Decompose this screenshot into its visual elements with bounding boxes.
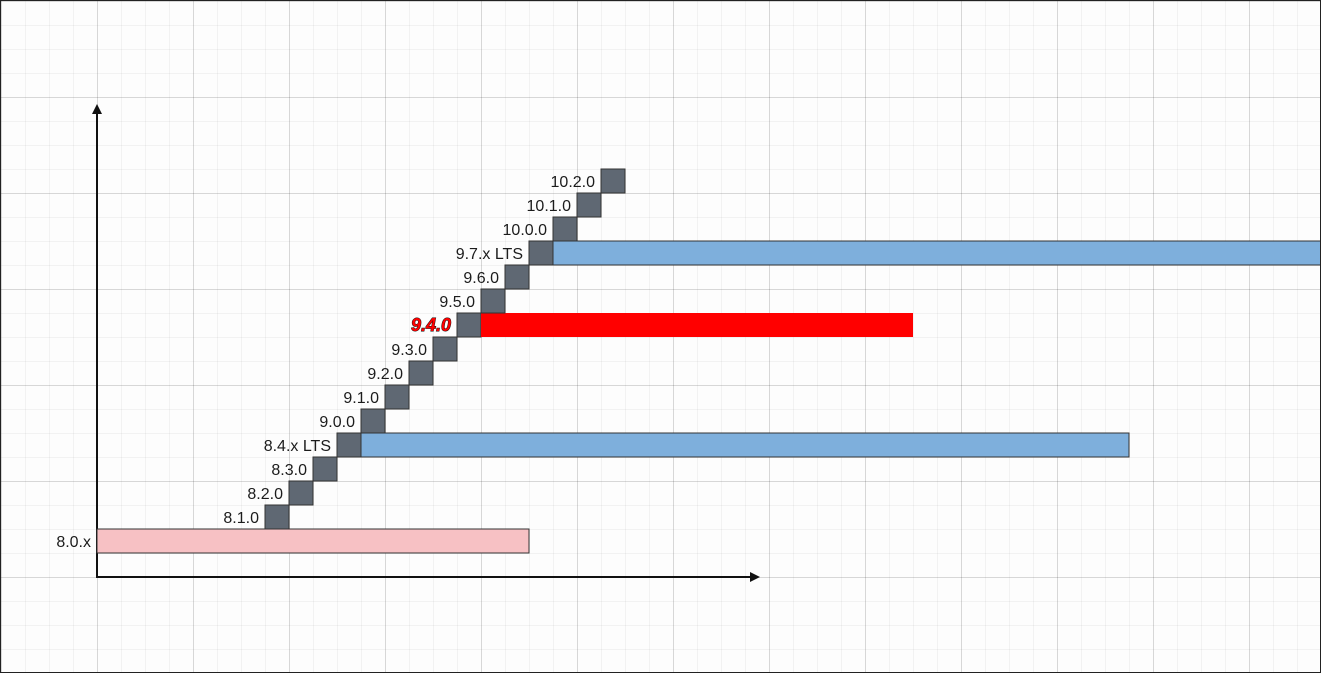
release-step bbox=[480, 288, 506, 314]
release-label: 9.3.0 bbox=[391, 342, 427, 359]
release-label: 9.2.0 bbox=[367, 366, 403, 383]
release-label: 8.4.x LTS bbox=[264, 438, 331, 455]
axes bbox=[92, 104, 760, 582]
release-label: 10.0.0 bbox=[503, 222, 548, 239]
release-label: 8.0.x bbox=[56, 534, 91, 551]
release-step bbox=[288, 480, 314, 506]
legacy-release-bar bbox=[96, 528, 530, 554]
release-label: 10.1.0 bbox=[527, 198, 572, 215]
release-9.5.0: 9.5.0 bbox=[439, 288, 506, 314]
release-step bbox=[456, 312, 482, 338]
release-label: 9.0.0 bbox=[319, 414, 355, 431]
release-step bbox=[528, 240, 554, 266]
release-rows: 8.0.x 8.1.0 8.2.0 8.3.0 8.4.x LTS 9.0.0 9.1.0 9… bbox=[56, 168, 1320, 554]
lts-support-bar bbox=[360, 432, 1130, 458]
release-9.2.0: 9.2.0 bbox=[367, 360, 434, 386]
release-label: 9.1.0 bbox=[343, 390, 379, 407]
release-step bbox=[360, 408, 386, 434]
release-9.7.x-lts: 9.7.x LTS bbox=[456, 240, 1320, 266]
release-step bbox=[408, 360, 434, 386]
release-label: 9.4.0 bbox=[411, 315, 451, 335]
highlight-bar bbox=[481, 313, 913, 337]
release-9.0.0: 9.0.0 bbox=[319, 408, 386, 434]
release-label: 8.1.0 bbox=[223, 510, 259, 527]
release-8.2.0: 8.2.0 bbox=[247, 480, 314, 506]
release-step bbox=[552, 216, 578, 242]
release-step bbox=[312, 456, 338, 482]
release-label: 8.2.0 bbox=[247, 486, 283, 503]
release-step bbox=[600, 168, 626, 194]
release-step bbox=[264, 504, 290, 530]
release-label: 10.2.0 bbox=[551, 174, 596, 191]
release-label: 9.6.0 bbox=[463, 270, 499, 287]
release-8.0.x: 8.0.x bbox=[56, 528, 530, 554]
release-10.1.0: 10.1.0 bbox=[527, 192, 602, 218]
release-step bbox=[432, 336, 458, 362]
release-step bbox=[576, 192, 602, 218]
release-8.3.0: 8.3.0 bbox=[271, 456, 338, 482]
release-step bbox=[384, 384, 410, 410]
release-10.2.0: 10.2.0 bbox=[551, 168, 626, 194]
release-10.0.0: 10.0.0 bbox=[503, 216, 578, 242]
release-step bbox=[504, 264, 530, 290]
release-9.6.0: 9.6.0 bbox=[463, 264, 530, 290]
release-9.3.0: 9.3.0 bbox=[391, 336, 458, 362]
release-label: 9.7.x LTS bbox=[456, 246, 523, 263]
release-9.4.0: 9.4.0 bbox=[411, 312, 913, 338]
release-8.4.x-lts: 8.4.x LTS bbox=[264, 432, 1130, 458]
release-step bbox=[336, 432, 362, 458]
release-label: 9.5.0 bbox=[439, 294, 475, 311]
release-8.1.0: 8.1.0 bbox=[223, 504, 290, 530]
release-label: 8.3.0 bbox=[271, 462, 307, 479]
lts-support-bar bbox=[552, 240, 1320, 266]
release-9.1.0: 9.1.0 bbox=[343, 384, 410, 410]
